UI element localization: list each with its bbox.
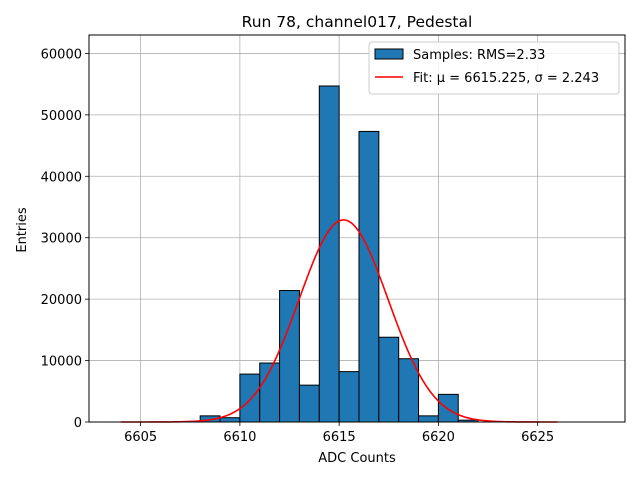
- x-axis-ticks: 6605 6610 6615 6620 6625: [124, 422, 554, 445]
- legend: Samples: RMS=2.33 Fit: μ = 6615.225, σ =…: [368, 41, 620, 95]
- y-tick-label: 30000: [41, 232, 82, 247]
- gaussian-fit-line: [120, 219, 558, 423]
- fit-curve-group: [120, 219, 558, 423]
- legend-label-samples: Samples: RMS=2.33: [413, 48, 545, 63]
- x-tick-label: 6605: [124, 430, 157, 445]
- y-tick-label: 50000: [41, 109, 82, 124]
- y-tick-label: 60000: [41, 47, 82, 62]
- y-tick-label: 40000: [41, 170, 82, 185]
- histogram-bar: [338, 371, 360, 423]
- legend-label-fit: Fit: μ = 6615.225, σ = 2.243: [413, 71, 599, 86]
- histogram-bar: [378, 336, 400, 423]
- plot-frame: [88, 34, 626, 423]
- chart-title: Run 78, channel017, Pedestal: [242, 13, 473, 31]
- histogram-bar: [358, 130, 380, 423]
- x-axis-label: ADC Counts: [318, 451, 396, 466]
- y-tick-label: 0: [74, 416, 82, 431]
- histogram-bar: [279, 290, 300, 423]
- y-axis-label: Entries: [15, 207, 30, 253]
- histogram-bar: [318, 85, 340, 423]
- x-tick-label: 6610: [223, 430, 256, 445]
- x-tick-label: 6620: [422, 430, 455, 445]
- histogram-bar: [219, 417, 241, 423]
- y-tick-label: 10000: [41, 355, 82, 370]
- x-tick-label: 6625: [521, 430, 554, 445]
- legend-box: [368, 41, 620, 95]
- y-axis-ticks: 0 10000 20000 30000 40000 50000 60000: [41, 47, 89, 431]
- histogram-bar: [298, 384, 320, 423]
- y-tick-label: 20000: [41, 293, 82, 308]
- histogram-bars: [199, 85, 479, 423]
- histogram-bar: [437, 393, 459, 423]
- legend-swatch-samples: [374, 48, 404, 60]
- histogram-bar: [418, 415, 439, 423]
- x-tick-label: 6615: [323, 430, 356, 445]
- histogram-bar: [239, 373, 261, 423]
